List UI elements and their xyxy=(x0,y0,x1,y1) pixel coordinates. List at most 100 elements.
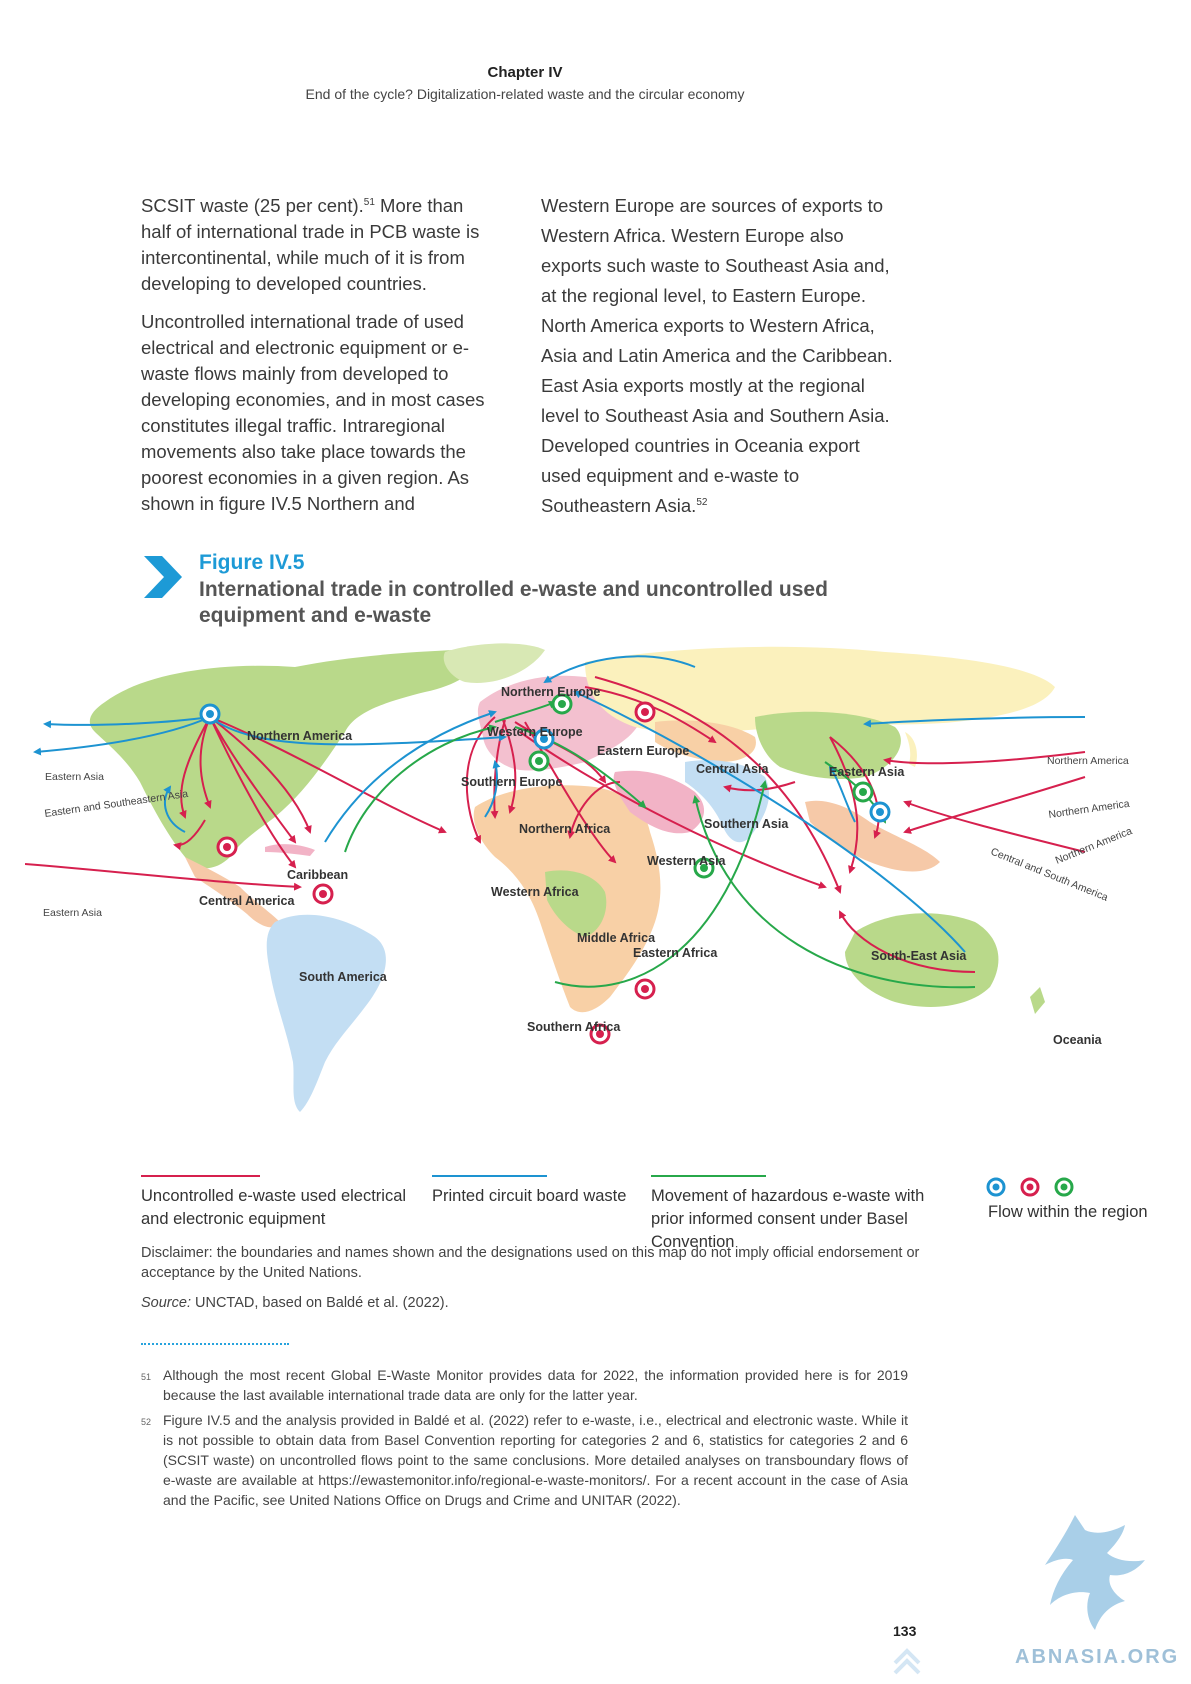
footnote: 51 Although the most recent Global E-Was… xyxy=(141,1365,908,1405)
legend-uncontrolled-label: Uncontrolled e-waste used electrical and… xyxy=(141,1187,407,1228)
land-south-america xyxy=(266,914,386,1112)
flow-line xyxy=(594,676,842,894)
land-central-asia xyxy=(655,720,756,762)
legend-line-hazardous xyxy=(651,1175,766,1177)
flows-pcb xyxy=(33,655,1086,953)
flow-line xyxy=(519,731,827,889)
legend-line-uncontrolled xyxy=(141,1175,260,1177)
figure-number: Figure IV.5 xyxy=(199,551,305,574)
label-northern-europe: Northern Europe xyxy=(501,685,600,699)
body-column-right: Western Europe are sources of exports to… xyxy=(541,191,901,533)
flow-line xyxy=(584,686,717,744)
flow-line xyxy=(324,710,497,843)
flow-line xyxy=(179,716,211,819)
land-middle-africa xyxy=(545,870,607,937)
footnote-number: 51 xyxy=(141,1372,152,1382)
footnote-divider xyxy=(141,1343,289,1345)
paragraph-text: SCSIT waste (25 per cent). xyxy=(141,195,364,216)
flow-line xyxy=(863,716,1086,728)
flow-line xyxy=(543,655,696,684)
cycle-icon-hazardous-western-europe xyxy=(528,750,550,772)
label-northern-america-right3: Northern America xyxy=(1054,825,1134,867)
footnote-ref: 51 xyxy=(363,196,375,208)
flow-line xyxy=(173,819,206,851)
chapter-title: Chapter IV xyxy=(487,64,563,81)
flow-line xyxy=(209,716,297,844)
region-labels: Northern America Eastern Asia Eastern an… xyxy=(43,685,1134,1047)
cycle-icon-uncontrolled-eastern-europe xyxy=(634,701,656,723)
land-northern-asia xyxy=(585,646,1055,733)
label-southern-asia: Southern Asia xyxy=(704,817,789,831)
label-eastern-africa: Eastern Africa xyxy=(633,946,718,960)
legend-line-pcb xyxy=(432,1175,547,1177)
label-northern-america-right2: Northern America xyxy=(1048,798,1131,821)
paragraph: Uncontrolled international trade of used… xyxy=(141,311,485,514)
label-central-america: Central America xyxy=(199,894,295,908)
label-eastern-europe: Eastern Europe xyxy=(597,744,689,758)
label-middle-africa: Middle Africa xyxy=(577,931,656,945)
land-south-east-asia xyxy=(805,800,940,872)
source-note: Source: UNCTAD, based on Baldé et al. (2… xyxy=(141,1295,449,1311)
footnote-text: Figure IV.5 and the analysis provided in… xyxy=(163,1412,908,1508)
cycle-icon-uncontrolled-south-america xyxy=(312,883,334,905)
label-south-america: South America xyxy=(299,970,388,984)
label-eastern-asia-left: Eastern Asia xyxy=(45,771,104,783)
flow-line xyxy=(209,716,297,869)
figure-title: International trade in controlled e-wast… xyxy=(199,578,828,627)
land-eastern-asia xyxy=(755,711,901,779)
paragraph-text: More than half of international trade in… xyxy=(141,195,480,294)
cycle-icon-hazardous xyxy=(1054,1177,1074,1197)
body-column-left: SCSIT waste (25 per cent).51 More than h… xyxy=(141,193,491,529)
cycle-icon-uncontrolled-central-america xyxy=(216,836,238,858)
cycle-icon-uncontrolled-eastern-africa xyxy=(634,978,656,1000)
griffin-logo xyxy=(1045,1515,1145,1630)
flow-line xyxy=(828,765,856,823)
continents xyxy=(89,643,1055,1112)
legend-hazardous-label: Movement of hazardous e-waste with prior… xyxy=(651,1187,925,1251)
flow-line xyxy=(903,800,1086,853)
cycle-icon-pcb-northern-america xyxy=(199,703,221,725)
flow-line xyxy=(883,751,1086,765)
source-label: Source: xyxy=(141,1295,191,1311)
label-northern-america: Northern America xyxy=(247,729,353,743)
land-western-asia xyxy=(613,770,705,834)
legend-pcb-label: Printed circuit board waste xyxy=(432,1187,627,1205)
cycle-icon-pcb-eastern-asia xyxy=(869,801,891,823)
paragraph-text: Western Europe are sources of exports to… xyxy=(541,195,893,516)
land-southern-asia xyxy=(685,760,770,843)
cycle-icon-hazardous-northern-europe xyxy=(551,693,573,715)
flow-line xyxy=(199,716,212,809)
region-icons xyxy=(199,693,891,1045)
land-central-america xyxy=(185,857,280,928)
flows-uncontrolled xyxy=(25,676,1086,973)
label-southern-europe: Southern Europe xyxy=(461,775,562,789)
legend-within-label: Flow within the region xyxy=(988,1203,1148,1221)
flow-line xyxy=(839,910,976,973)
label-southern-africa: Southern Africa xyxy=(527,1020,621,1034)
flow-line xyxy=(514,726,647,809)
label-northern-africa: Northern Africa xyxy=(519,822,611,836)
watermark: ABNASIA.ORG xyxy=(1015,1646,1180,1668)
page-number: 133 xyxy=(893,1623,917,1639)
world-map: Northern America Eastern Asia Eastern an… xyxy=(25,643,1134,1112)
footnote-text: Although the most recent Global E-Waste … xyxy=(163,1367,908,1403)
cycle-icon-pcb-western-europe xyxy=(533,728,555,750)
cycle-icon-hazardous-eastern-asia xyxy=(852,781,874,803)
flow-line xyxy=(344,724,497,853)
flow-line xyxy=(33,716,211,756)
land-japan xyxy=(905,732,917,767)
land-oceania xyxy=(845,913,999,1007)
label-western-africa: Western Africa xyxy=(491,885,580,899)
source-text: UNCTAD, based on Baldé et al. (2022). xyxy=(190,1295,449,1311)
label-western-asia: Western Asia xyxy=(647,854,727,868)
land-greenland xyxy=(443,643,545,683)
legend-cycle-icons xyxy=(986,1177,1074,1197)
label-caribbean: Caribbean xyxy=(287,868,348,882)
paragraph: SCSIT waste (25 per cent).51 More than h… xyxy=(141,193,491,297)
flow-line xyxy=(490,719,506,819)
flow-line xyxy=(573,690,966,953)
label-central-south-america-right: Central and South America xyxy=(989,846,1110,904)
flow-line xyxy=(209,716,312,834)
label-western-europe: Western Europe xyxy=(487,725,583,739)
label-south-east-asia: South-East Asia xyxy=(871,949,967,963)
